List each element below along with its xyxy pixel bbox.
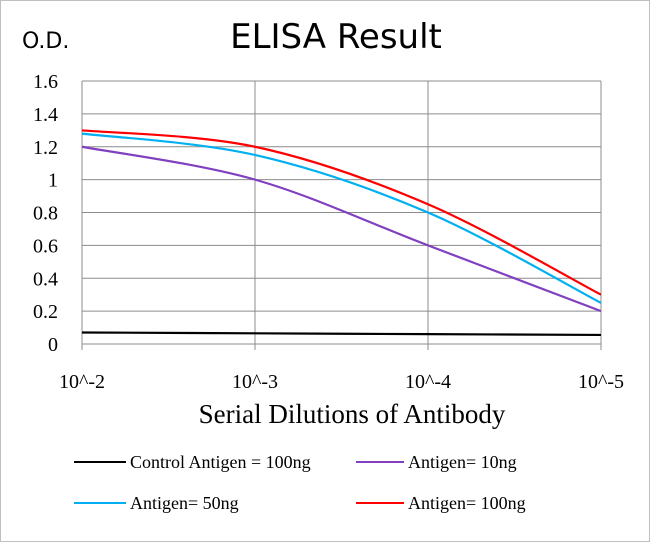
y-tick-label: 1.6 [33, 71, 58, 93]
x-axis-label: Serial Dilutions of Antibody [199, 399, 506, 429]
x-tick-label: 10^-5 [578, 371, 624, 393]
x-tick-label: 10^-3 [232, 371, 278, 393]
x-tick-label: 10^-4 [405, 371, 451, 393]
series-line-2 [81, 145, 602, 313]
y-tick-label: 0 [48, 334, 58, 356]
series-line-3 [81, 132, 602, 304]
chart-title: ELISA Result [230, 17, 442, 57]
series-line-1 [81, 331, 602, 337]
x-tick-label: 10^-2 [59, 371, 105, 393]
y-tick-label: 1 [48, 170, 58, 192]
y-tick-label: 0.8 [33, 203, 58, 225]
y-tick-label: 1.4 [33, 104, 58, 126]
legend-label-2: Antigen= 10ng [408, 452, 517, 472]
y-tick-label: 0.2 [33, 301, 58, 323]
y-tick-label: 0.6 [33, 235, 58, 257]
legend-label-3: Antigen= 50ng [130, 493, 239, 513]
y-tick-label: 0.4 [33, 268, 58, 290]
y-axis-label: O.D. [22, 29, 69, 54]
legend-label-4: Antigen= 100ng [408, 493, 526, 513]
legend-label-1: Control Antigen = 100ng [130, 452, 311, 472]
series-line-4 [81, 129, 602, 296]
y-tick-label: 1.2 [33, 137, 58, 159]
